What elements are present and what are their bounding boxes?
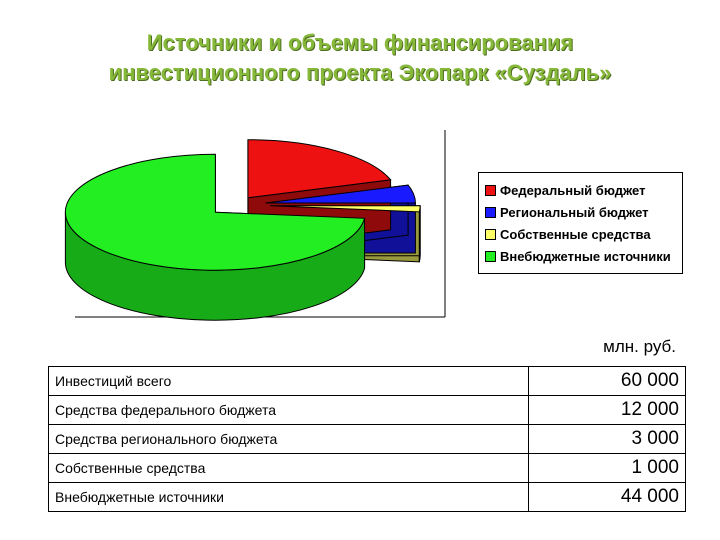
legend-item-own: Собственные средства xyxy=(485,223,682,245)
legend-swatch-federal xyxy=(485,184,496,196)
title-line-1: Источники и объемы финансирования xyxy=(146,30,574,55)
pie-slice-regional xyxy=(265,184,416,204)
legend-label-regional: Региональный бюджет xyxy=(500,204,649,220)
legend-swatch-own xyxy=(485,228,496,240)
pie-chart xyxy=(64,130,446,321)
pie-slice-side-own xyxy=(418,205,421,262)
legend-label-own: Собственные средства xyxy=(500,226,651,242)
chart-legend: Федеральный бюджет Региональный бюджет С… xyxy=(478,172,683,274)
row-label: Инвестиций всего xyxy=(48,366,529,396)
row-value: 44 000 xyxy=(528,482,686,512)
row-label: Средства регионального бюджета xyxy=(48,424,529,454)
row-label: Средства федерального бюджета xyxy=(48,395,529,425)
chart-title: Источники и объемы финансирования инвест… xyxy=(0,28,720,88)
legend-label-extrabudget: Внебюджетные источники xyxy=(500,248,671,264)
table-row: Средства регионального бюджета 3 000 xyxy=(48,424,686,454)
row-value: 60 000 xyxy=(528,366,686,396)
legend-item-federal: Федеральный бюджет xyxy=(485,179,682,201)
row-value: 3 000 xyxy=(528,424,686,454)
pie-slice-federal xyxy=(247,139,392,199)
pie-tops xyxy=(64,139,421,271)
table-row: Средства федерального бюджета 12 000 xyxy=(48,395,686,425)
table-row: Собственные средства 1 000 xyxy=(48,453,686,483)
legend-item-extrabudget: Внебюджетные источники xyxy=(485,245,682,267)
table-row: Внебюджетные источники 44 000 xyxy=(48,482,686,512)
row-label: Внебюджетные источники xyxy=(48,482,529,512)
row-label: Собственные средства xyxy=(48,453,529,483)
row-value: 1 000 xyxy=(528,453,686,483)
legend-swatch-regional xyxy=(485,206,496,218)
row-value: 12 000 xyxy=(528,395,686,425)
title-line-2: инвестиционного проекта Экопарк «Суздаль… xyxy=(108,60,612,85)
legend-item-regional: Региональный бюджет xyxy=(485,201,682,223)
legend-label-federal: Федеральный бюджет xyxy=(500,182,646,198)
table-row: Инвестиций всего 60 000 xyxy=(48,366,686,396)
pie-slice-extrabudget xyxy=(64,153,366,271)
unit-label: млн. руб. xyxy=(603,337,676,356)
financing-table: Инвестиций всего 60 000 Средства федерал… xyxy=(48,366,686,512)
legend-swatch-extrabudget xyxy=(485,250,496,262)
pie-slice-own xyxy=(270,205,421,213)
